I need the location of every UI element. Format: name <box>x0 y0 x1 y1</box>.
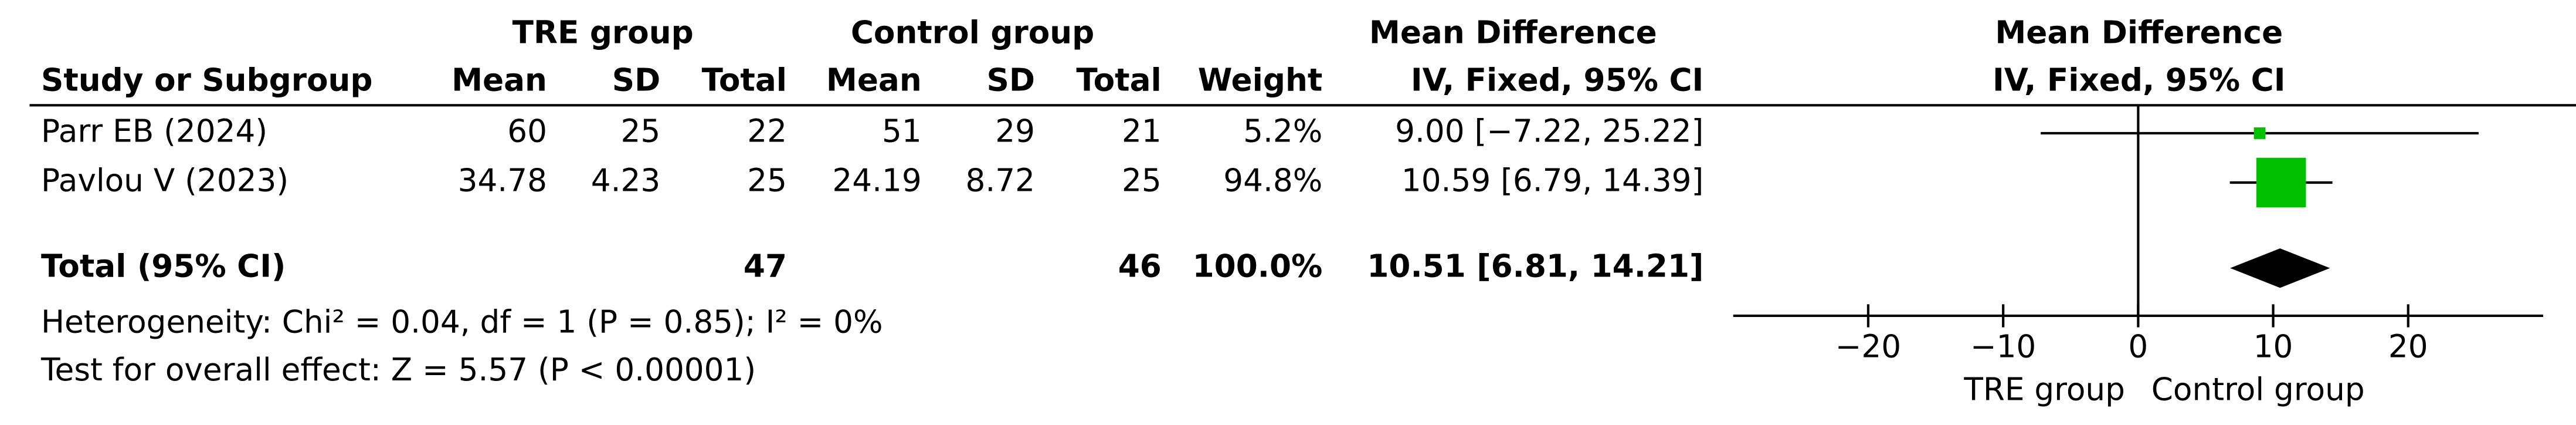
total-cell: 100.0% <box>1193 248 1323 284</box>
cell: 60 <box>507 113 547 150</box>
x-tick-label: −10 <box>1970 329 2036 365</box>
effect-square <box>2253 127 2266 139</box>
cell: 25 <box>621 113 661 150</box>
total-cell: 46 <box>1118 248 1162 284</box>
group-header: Control group <box>851 15 1094 51</box>
cell: 34.78 <box>458 163 547 199</box>
heterogeneity: Heterogeneity: Chi² = 0.04, df = 1 (P = … <box>41 304 883 340</box>
total-cell: Total (95% CI) <box>41 248 286 284</box>
cell: 25 <box>1122 163 1162 199</box>
column-header: Total <box>1076 62 1161 99</box>
cell: Pavlou V (2023) <box>41 163 289 199</box>
x-tick-label: 10 <box>2253 329 2293 365</box>
cell: 25 <box>747 163 787 199</box>
cell: 22 <box>747 113 787 150</box>
group-header: TRE group <box>513 15 694 51</box>
column-header: Weight <box>1198 62 1323 99</box>
column-header: Study or Subgroup <box>41 62 373 99</box>
column-header: IV, Fixed, 95% CI <box>1411 62 1704 99</box>
plot-header: Mean Difference <box>1995 15 2283 51</box>
effect-square <box>2256 157 2306 208</box>
cell: 29 <box>995 113 1035 150</box>
cell: 21 <box>1122 113 1162 150</box>
favours-left: TRE group <box>1963 371 2125 407</box>
column-header: Total <box>702 62 787 99</box>
total-diamond <box>2230 248 2330 288</box>
x-tick-label: 20 <box>2388 329 2428 365</box>
cell: 94.8% <box>1223 163 1322 199</box>
x-tick-label: −20 <box>1835 329 1901 365</box>
cell: 51 <box>882 113 922 150</box>
cell: 9.00 [−7.22, 25.22] <box>1395 113 1703 150</box>
total-cell: 47 <box>744 248 787 284</box>
plot-subheader: IV, Fixed, 95% CI <box>1993 62 2285 99</box>
cell: 8.72 <box>966 163 1036 199</box>
cell: 10.59 [6.79, 14.39] <box>1401 163 1703 199</box>
favours-right: Control group <box>2151 371 2365 407</box>
column-header: SD <box>987 62 1036 99</box>
column-header: Mean <box>826 62 922 99</box>
x-tick-label: 0 <box>2128 329 2148 365</box>
total-cell: 10.51 [6.81, 14.21] <box>1367 248 1703 284</box>
cell: 5.2% <box>1243 113 1322 150</box>
column-header: SD <box>612 62 661 99</box>
overall-effect: Test for overall effect: Z = 5.57 (P < 0… <box>40 352 756 388</box>
effect-header: Mean Difference <box>1369 15 1657 51</box>
cell: 4.23 <box>591 163 661 199</box>
cell: Parr EB (2024) <box>41 113 267 150</box>
cell: 24.19 <box>832 163 921 199</box>
column-header: Mean <box>452 62 547 99</box>
